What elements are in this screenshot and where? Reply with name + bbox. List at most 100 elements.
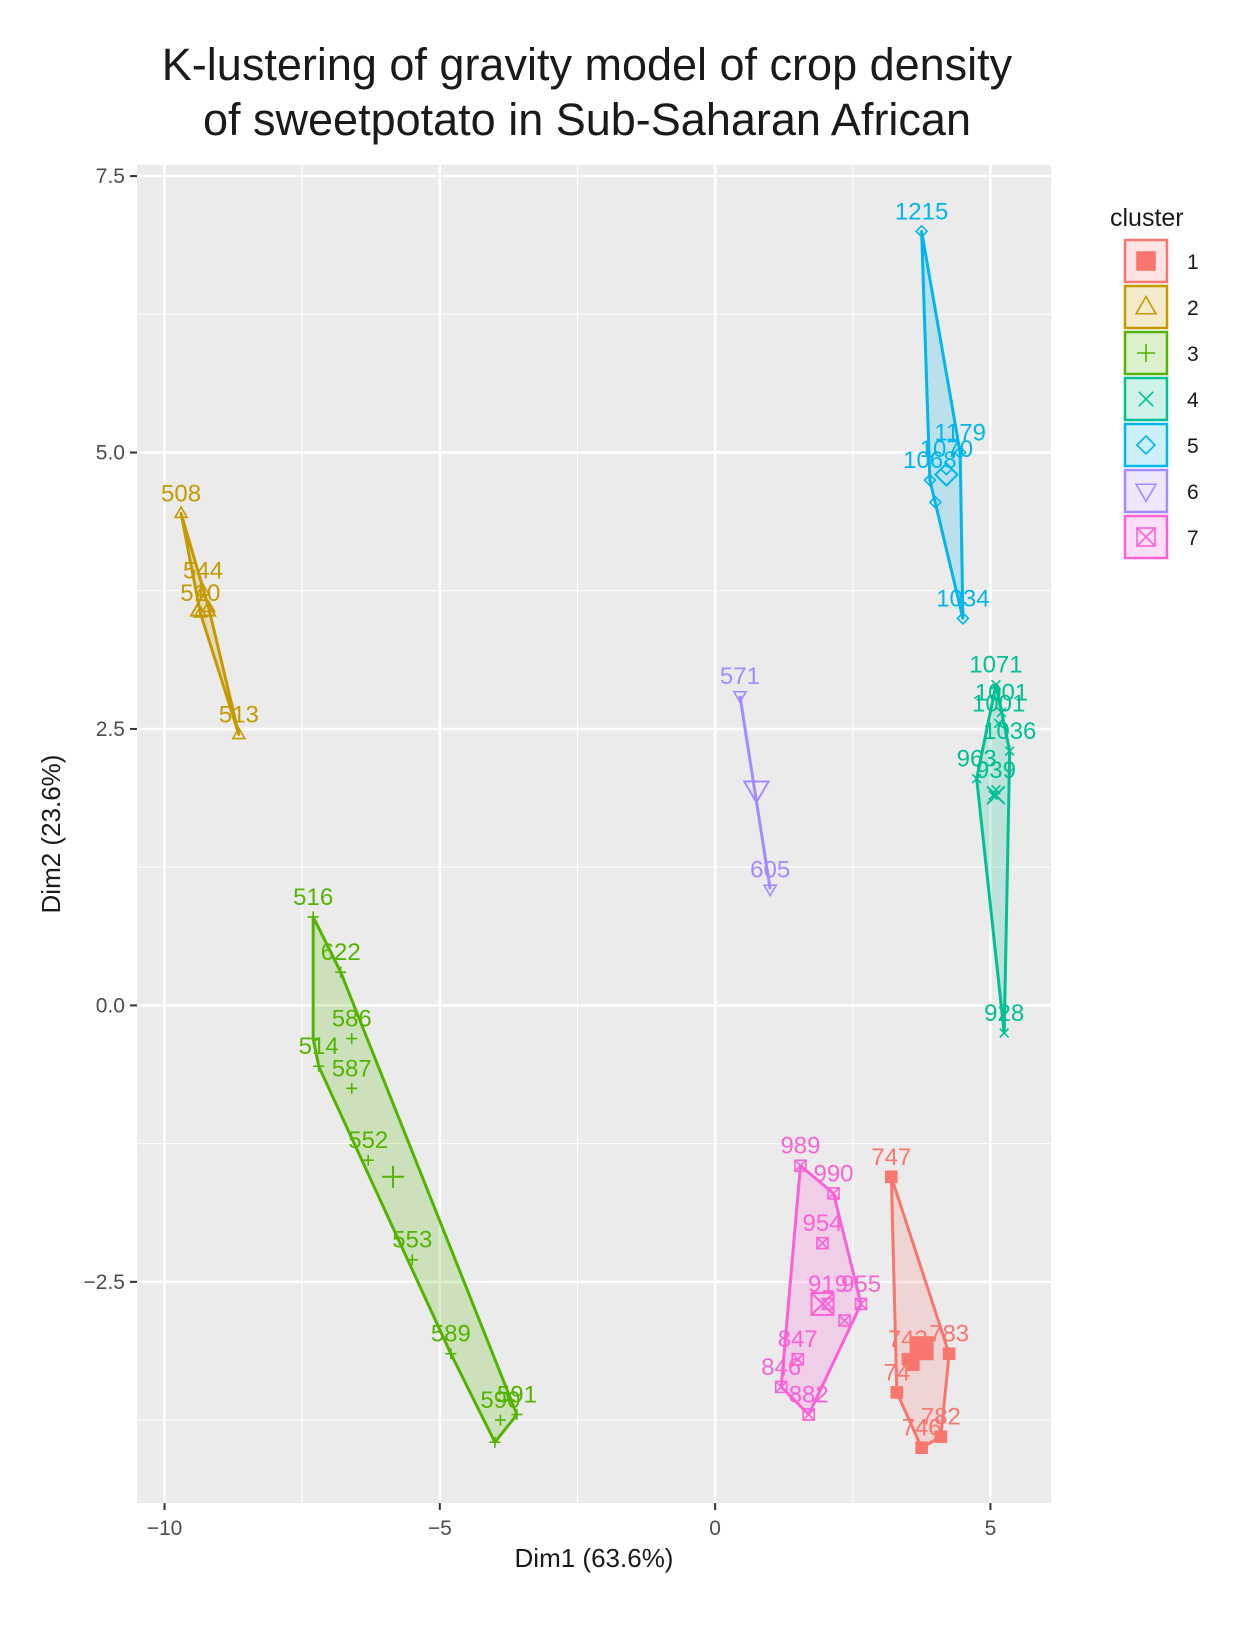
marker-square-x-box xyxy=(1136,527,1156,547)
point-label: 939 xyxy=(976,757,1016,784)
point-label: 510 xyxy=(180,580,220,607)
marker-triangle-down xyxy=(742,780,771,805)
legend-key-marker xyxy=(1135,434,1157,456)
marker-triangle-down xyxy=(762,884,778,898)
marker-square-x-box xyxy=(802,1408,816,1421)
point-cluster-3 xyxy=(406,1254,418,1266)
point-cluster-7 xyxy=(838,1314,851,1327)
legend-label-5: 5 xyxy=(1187,435,1199,458)
legend-label-6: 6 xyxy=(1187,481,1199,504)
marker-diamond xyxy=(1135,434,1157,456)
point-label: 74 xyxy=(883,1359,910,1386)
cluster-hull-3 xyxy=(311,915,519,1444)
grid-layer xyxy=(137,165,1051,1503)
marker-square xyxy=(934,1430,948,1443)
marker-square-x-box xyxy=(854,1297,868,1311)
marker-square-x-box xyxy=(838,1314,851,1327)
plot-panel xyxy=(137,165,1051,1503)
marker-x-b xyxy=(996,707,1007,718)
chart-title-line-1: K-lustering of gravity model of crop den… xyxy=(162,39,1013,90)
point-label: 989 xyxy=(780,1133,820,1160)
point-label: 553 xyxy=(392,1227,432,1254)
point-cluster-3 xyxy=(494,1414,506,1426)
point-cluster-3 xyxy=(511,1409,523,1421)
cluster-hull-2 xyxy=(179,511,241,736)
y-tick-label: 7.5 xyxy=(96,165,125,188)
legend-title: cluster xyxy=(1110,204,1184,232)
legend-label-1: 1 xyxy=(1187,251,1199,274)
point-cluster-4 xyxy=(996,707,1007,718)
marker-square-x-b xyxy=(775,1380,788,1393)
point-label: 882 xyxy=(789,1382,829,1409)
point-cluster-5 xyxy=(928,495,943,509)
marker-square-x-box xyxy=(827,1187,840,1200)
point-label: 508 xyxy=(161,480,201,507)
point-label: 622 xyxy=(321,939,361,966)
centroid-cluster-1 xyxy=(909,1336,934,1361)
point-label: 544 xyxy=(183,558,223,585)
legend-label-3: 3 xyxy=(1187,343,1199,366)
marker-square-x-box xyxy=(791,1352,805,1366)
marker-diamond xyxy=(933,462,959,488)
marker-square-x-b xyxy=(838,1314,851,1327)
marker-square-x-box xyxy=(816,1236,829,1250)
legend: cluster 1 2 3 4 5 6 7 xyxy=(1110,204,1199,560)
marker-square xyxy=(915,1441,928,1455)
point-label: 783 xyxy=(929,1321,969,1348)
centroid-cluster-4 xyxy=(986,785,1006,805)
point-cluster-7 xyxy=(816,1236,829,1250)
point-cluster-3 xyxy=(362,1154,374,1166)
point-cluster-3 xyxy=(307,911,319,923)
marker-x-b xyxy=(971,773,982,784)
marker-triangle xyxy=(201,599,217,613)
point-cluster-4 xyxy=(971,773,982,784)
point-label: 1001 xyxy=(972,690,1025,717)
marker-square-x-b xyxy=(1136,527,1156,547)
chart-title-line-2: of sweetpotato in Sub-Saharan African xyxy=(203,94,971,145)
point-label: 589 xyxy=(431,1321,471,1348)
marker-triangle xyxy=(231,726,247,740)
point-label: 516 xyxy=(293,884,333,911)
point-label: 919 xyxy=(808,1271,848,1298)
point-label: 746 xyxy=(902,1415,942,1442)
y-tick-label: 2.5 xyxy=(96,718,125,741)
marker-diamond xyxy=(914,224,929,238)
x-tick-label: 0 xyxy=(709,1517,721,1540)
point-cluster-2 xyxy=(201,599,217,613)
legend-label-2: 2 xyxy=(1187,297,1199,320)
marker-triangle xyxy=(173,505,189,519)
x-tick-label: −5 xyxy=(428,1517,452,1540)
legend-key-marker xyxy=(1134,483,1158,503)
point-label: 513 xyxy=(219,701,259,728)
cluster-hull-1 xyxy=(889,1175,951,1450)
marker-diamond xyxy=(928,495,943,509)
point-label: 552 xyxy=(348,1127,388,1154)
legend-key-6 xyxy=(1123,468,1169,514)
point-label: 928 xyxy=(984,1000,1024,1027)
point-label: 1179 xyxy=(934,420,986,447)
point-cluster-1 xyxy=(934,1430,948,1443)
point-label: 1215 xyxy=(895,198,948,225)
point-label: 990 xyxy=(813,1160,853,1187)
point-label: 591 xyxy=(497,1382,537,1409)
point-cluster-4 xyxy=(990,679,1001,690)
point-label: 1034 xyxy=(936,585,989,612)
marker-triangle-down xyxy=(732,690,748,704)
y-tick-label: 5.0 xyxy=(96,442,125,465)
x-axis-title: Dim1 (63.6%) xyxy=(515,1543,674,1573)
point-cluster-4 xyxy=(988,790,999,801)
point-label: 955 xyxy=(841,1271,881,1298)
point-label: 747 xyxy=(871,1144,911,1171)
marker-triangle xyxy=(1134,295,1158,315)
point-label: 605 xyxy=(750,856,790,883)
cluster-hulls xyxy=(179,229,1012,1450)
centroid-cluster-2 xyxy=(189,592,217,617)
point-cluster-4 xyxy=(999,1028,1010,1039)
point-label: 1036 xyxy=(983,718,1036,745)
point-cluster-3 xyxy=(445,1348,457,1360)
marker-x-b xyxy=(993,718,1004,729)
point-cluster-2 xyxy=(231,726,247,740)
point-cluster-3 xyxy=(346,1033,358,1045)
centroid-cluster-7 xyxy=(810,1291,835,1316)
point-cluster-1 xyxy=(915,1441,928,1455)
